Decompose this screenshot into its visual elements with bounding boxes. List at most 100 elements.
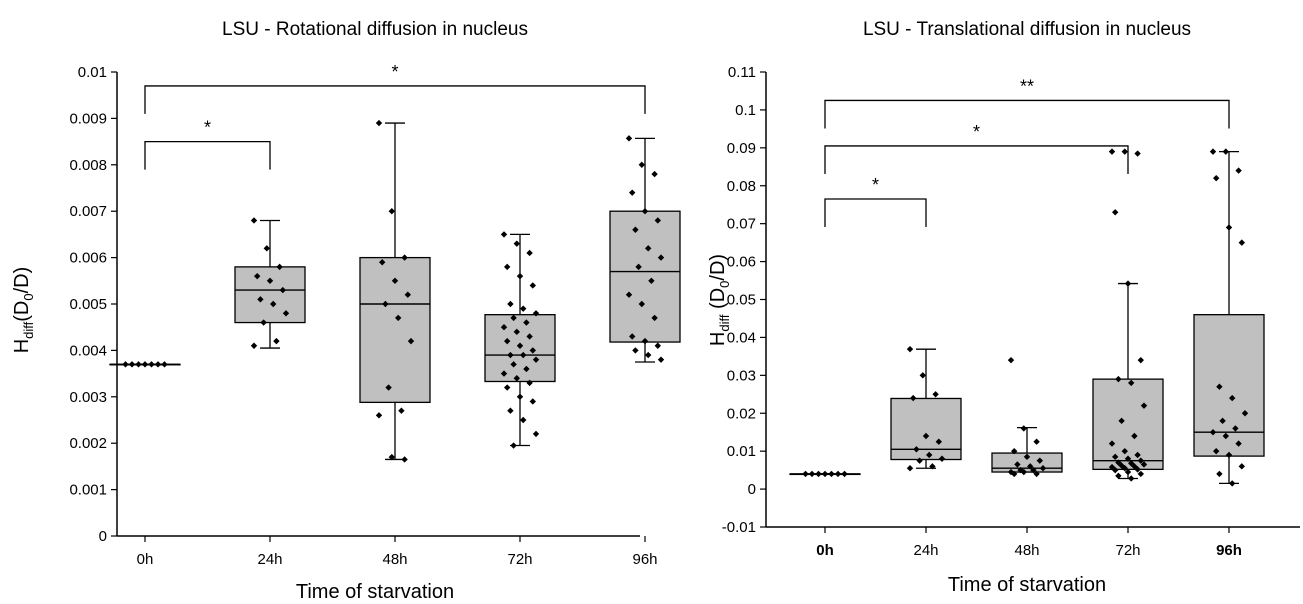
box (609, 210, 681, 343)
y-axis-title-part: /D) (707, 254, 729, 281)
data-point (645, 351, 652, 359)
data-point (1222, 432, 1229, 440)
data-point (1020, 468, 1027, 476)
data-point (154, 361, 162, 368)
data-point (1033, 470, 1040, 478)
x-axis-title: Time of starvation (296, 581, 454, 603)
y-tick-label: 0.01 (78, 64, 107, 81)
data-point (279, 286, 286, 294)
data-point (516, 393, 524, 400)
data-point (135, 361, 142, 368)
data-point (273, 337, 280, 345)
box (890, 397, 962, 461)
y-axis-title-part: H (11, 339, 33, 353)
data-point (1124, 280, 1132, 287)
y-tick-label: 0.009 (69, 110, 107, 127)
significance-label: ** (1020, 76, 1034, 96)
data-point (1014, 461, 1021, 468)
data-point (916, 457, 923, 464)
y-axis-title-part: /D) (11, 267, 33, 294)
data-point (510, 361, 517, 368)
data-point (529, 347, 536, 354)
data-point (513, 240, 520, 247)
data-point (128, 361, 136, 368)
data-point (625, 291, 633, 298)
significance-label: * (204, 118, 211, 138)
data-point (629, 333, 636, 340)
data-point (404, 291, 411, 298)
data-point (651, 170, 658, 178)
data-point (250, 217, 258, 224)
data-point (1238, 463, 1245, 470)
data-point (520, 351, 527, 359)
data-point (1128, 460, 1135, 467)
data-point (1222, 148, 1229, 155)
data-point (1134, 150, 1141, 157)
y-axis-title-part: (D (707, 288, 729, 315)
data-point (1134, 466, 1141, 473)
data-point (1039, 465, 1047, 472)
data-point (654, 342, 661, 349)
data-point (1229, 480, 1236, 487)
data-point (1134, 451, 1141, 459)
data-point (635, 263, 642, 271)
data-point (1118, 417, 1125, 425)
data-point (1128, 475, 1135, 482)
x-tick-label: 48h (382, 551, 407, 568)
significance-bracket (144, 140, 271, 170)
y-tick-label: 0.03 (727, 367, 756, 384)
data-point (1213, 447, 1220, 455)
y-tick-label: 0.002 (69, 435, 107, 452)
data-point (1235, 440, 1242, 447)
y-tick-label: -0.01 (722, 519, 756, 536)
data-point (500, 370, 508, 377)
y-tick-label: 0.006 (69, 250, 107, 267)
data-point (161, 361, 168, 368)
y-tick-label: 0.11 (728, 64, 756, 81)
data-point (910, 394, 917, 402)
data-point (532, 430, 540, 438)
data-point (625, 135, 633, 142)
y-tick-label: 0.008 (69, 157, 107, 174)
significance-label: * (973, 122, 980, 142)
data-point (257, 296, 264, 303)
y-tick-label: 0.1 (735, 102, 756, 119)
data-point (834, 470, 842, 478)
data-point (938, 455, 946, 462)
significance-bracket (824, 99, 1230, 129)
data-point (385, 384, 392, 391)
y-tick-label: 0.02 (727, 405, 756, 422)
y-axis-title: Hdiff(D0/D) (11, 267, 36, 354)
data-point (1121, 148, 1128, 155)
data-point (1118, 462, 1125, 469)
data-point (1112, 453, 1119, 461)
data-point (1219, 417, 1226, 425)
data-point (821, 470, 829, 478)
y-tick-label: 0.09 (727, 140, 756, 157)
data-point (1017, 466, 1024, 474)
y-axis-title-subscript: 0 (717, 281, 732, 288)
translational-diffusion-chart: LSU - Translational diffusion in nucleus… (707, 19, 1300, 596)
x-tick-label: 24h (913, 542, 938, 559)
data-point (1235, 167, 1242, 174)
data-point (507, 300, 514, 308)
data-point (532, 310, 540, 317)
data-point (651, 314, 658, 322)
data-point (504, 337, 511, 345)
data-point (1225, 451, 1233, 459)
data-point (641, 337, 649, 345)
data-point (657, 254, 665, 261)
data-point (1131, 432, 1138, 440)
data-point (1216, 470, 1223, 478)
significance-label: * (872, 175, 879, 195)
data-point (388, 208, 395, 215)
significance-bracket (824, 145, 1129, 174)
data-point (802, 470, 809, 478)
data-point (520, 305, 527, 312)
data-point (1011, 447, 1018, 455)
data-point (375, 119, 383, 127)
data-point (629, 189, 636, 196)
data-point (632, 347, 639, 354)
y-axis-title-subscript: diff (717, 314, 732, 331)
